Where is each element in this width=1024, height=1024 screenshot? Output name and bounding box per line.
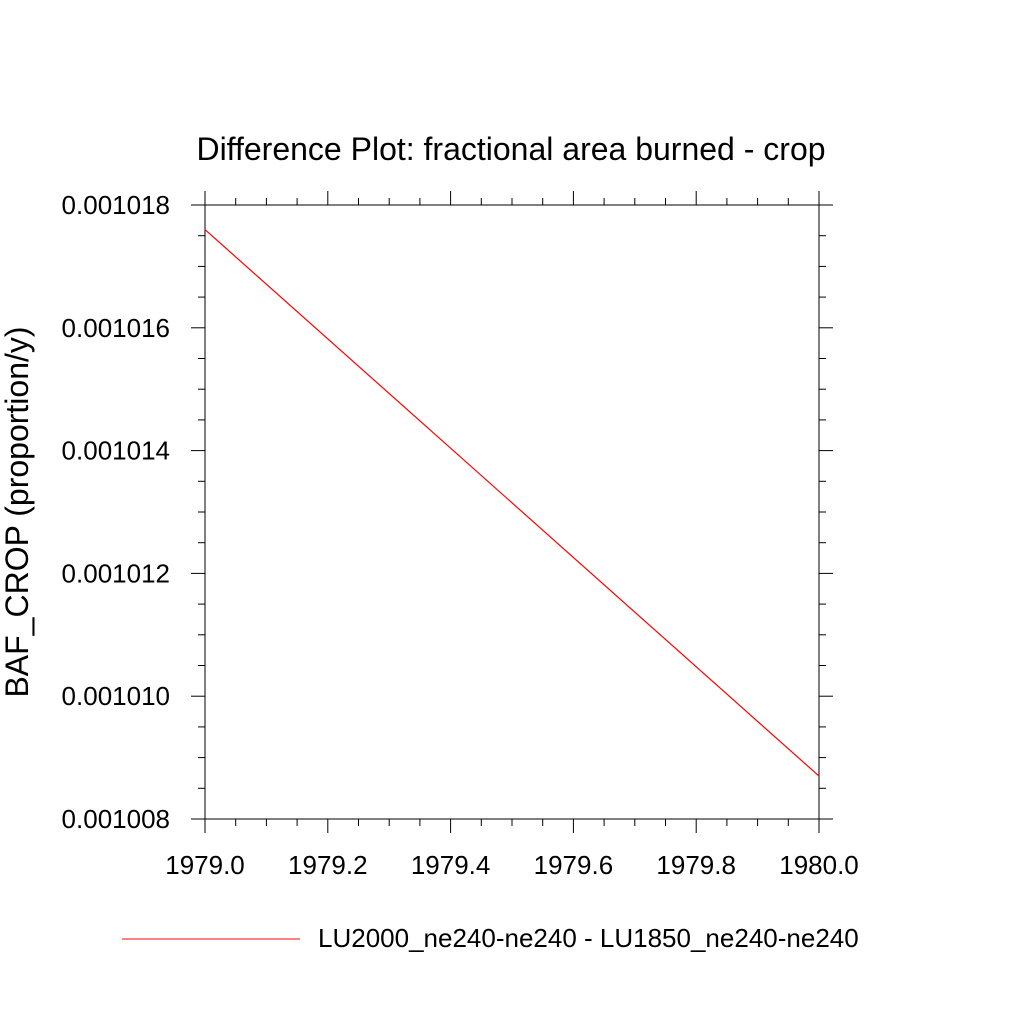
y-tick-label: 0.001018	[62, 190, 170, 220]
y-tick-label: 0.001012	[62, 558, 170, 588]
x-tick-label: 1979.4	[411, 850, 491, 880]
major-ticks	[191, 191, 833, 833]
y-tick-label: 0.001010	[62, 681, 170, 711]
y-tick-label: 0.001008	[62, 804, 170, 834]
x-tick-labels: 1979.0 1979.2 1979.4 1979.6 1979.8 1980.0	[165, 850, 859, 880]
series-line	[204, 229, 820, 777]
y-axis-label: BAF_CROP (proportion/y)	[0, 326, 35, 697]
y-tick-labels: 0.001008 0.001010 0.001012 0.001014 0.001016…	[62, 190, 170, 834]
y-tick-label: 0.001014	[62, 436, 170, 466]
legend: LU2000_ne240-ne240 - LU1850_ne240-ne240	[122, 923, 859, 953]
legend-label: LU2000_ne240-ne240 - LU1850_ne240-ne240	[318, 923, 859, 953]
series-layer	[204, 229, 820, 777]
minor-ticks	[198, 198, 826, 826]
x-tick-label: 1979.6	[534, 850, 614, 880]
x-tick-label: 1979.8	[656, 850, 736, 880]
plot-frame	[204, 204, 820, 820]
y-tick-label: 0.001016	[62, 313, 170, 343]
x-tick-label: 1979.2	[288, 850, 368, 880]
x-tick-label: 1979.0	[165, 850, 245, 880]
x-tick-label: 1980.0	[779, 850, 859, 880]
chart-title: Difference Plot: fractional area burned …	[196, 131, 825, 167]
